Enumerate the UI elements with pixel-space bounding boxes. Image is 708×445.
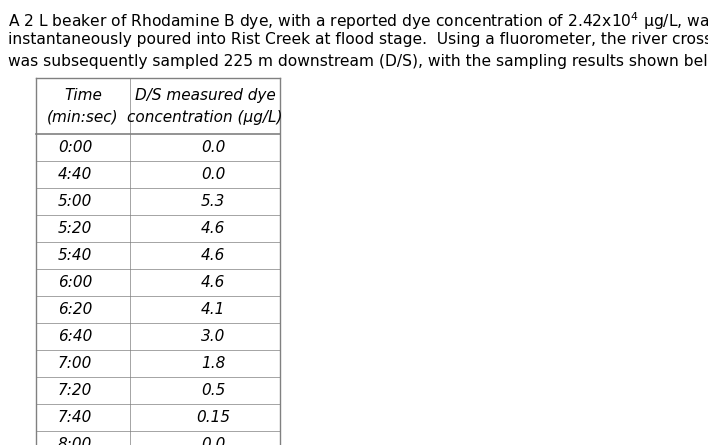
Text: 6:00: 6:00 <box>58 275 92 290</box>
Text: Time: Time <box>64 88 102 103</box>
Text: 7:40: 7:40 <box>58 410 92 425</box>
Text: 6:20: 6:20 <box>58 302 92 317</box>
Text: 4.1: 4.1 <box>201 302 225 317</box>
Text: 5:40: 5:40 <box>58 248 92 263</box>
Text: 0:00: 0:00 <box>58 140 92 155</box>
Text: A 2 L beaker of Rhodamine B dye, with a reported dye concentration of 2.42x10$^{: A 2 L beaker of Rhodamine B dye, with a … <box>8 10 708 32</box>
Text: instantaneously poured into Rist Creek at flood stage.  Using a fluorometer, the: instantaneously poured into Rist Creek a… <box>8 32 708 47</box>
Text: 1.8: 1.8 <box>201 356 225 371</box>
Text: 5:00: 5:00 <box>58 194 92 209</box>
Text: 0.0: 0.0 <box>201 437 225 445</box>
Text: 4.6: 4.6 <box>201 275 225 290</box>
Text: 6:40: 6:40 <box>58 329 92 344</box>
Text: 4:40: 4:40 <box>58 167 92 182</box>
Text: (min:sec): (min:sec) <box>47 110 119 125</box>
Text: concentration (µg/L): concentration (µg/L) <box>127 110 282 125</box>
Text: 4.6: 4.6 <box>201 221 225 236</box>
Text: 7:20: 7:20 <box>58 383 92 398</box>
Text: 3.0: 3.0 <box>201 329 225 344</box>
Text: 5:20: 5:20 <box>58 221 92 236</box>
Text: 0.0: 0.0 <box>201 167 225 182</box>
Text: 0.5: 0.5 <box>201 383 225 398</box>
Text: 4.6: 4.6 <box>201 248 225 263</box>
Text: 0.15: 0.15 <box>196 410 230 425</box>
Text: was subsequently sampled 225 m downstream (D/S), with the sampling results shown: was subsequently sampled 225 m downstrea… <box>8 54 708 69</box>
Text: D/S measured dye: D/S measured dye <box>135 88 275 103</box>
Text: 7:00: 7:00 <box>58 356 92 371</box>
Text: 0.0: 0.0 <box>201 140 225 155</box>
Text: 8:00: 8:00 <box>58 437 92 445</box>
Text: 5.3: 5.3 <box>201 194 225 209</box>
